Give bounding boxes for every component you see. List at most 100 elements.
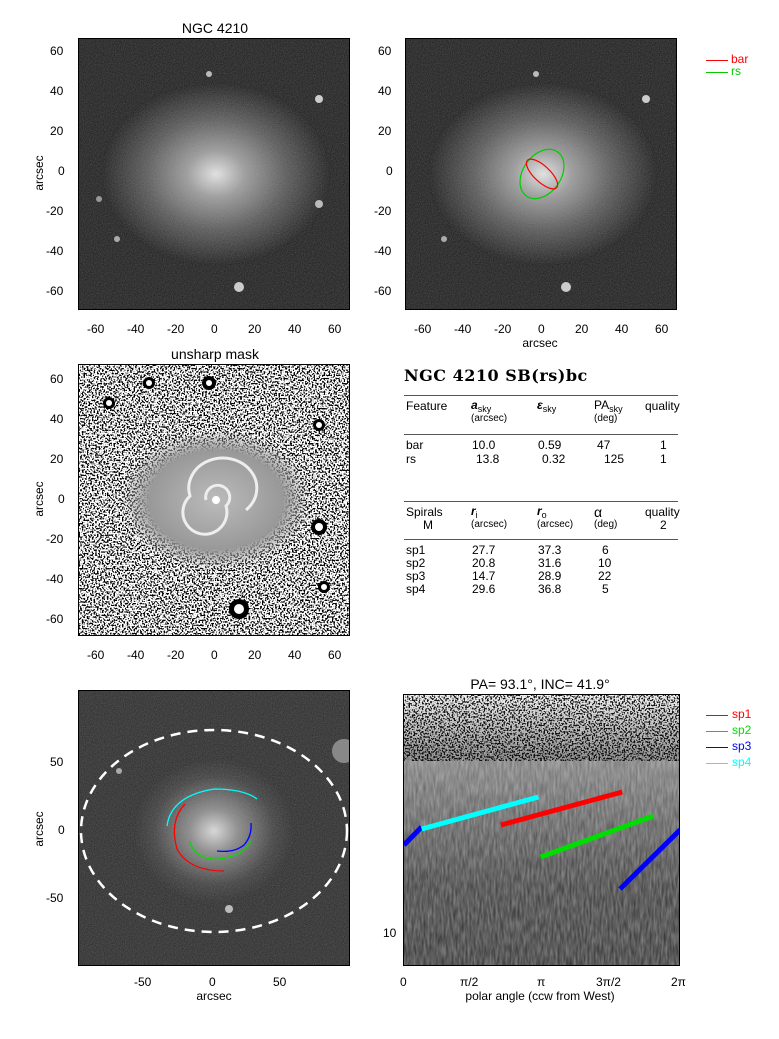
header-a-sky: asky: [471, 398, 491, 414]
legend-label-sp1: sp1: [732, 707, 752, 721]
spiral-alpha: 6: [602, 543, 609, 557]
header-alpha: α: [594, 504, 603, 520]
header-ri-sub: i: [475, 510, 478, 520]
y-axis-label: arcsec: [32, 155, 46, 191]
y-tick: 40: [378, 84, 392, 98]
legend-swatch-rs: [706, 72, 728, 73]
x-tick: 20: [248, 648, 262, 662]
header-quality-value: 2: [660, 518, 667, 532]
panel-title: PA= 93.1°, INC= 41.9°: [470, 676, 610, 692]
legend-swatch-sp2: [706, 731, 728, 732]
x-tick: -60: [87, 648, 105, 662]
y-tick: -40: [46, 244, 64, 258]
panel-title: NGC 4210: [181, 20, 249, 36]
y-tick: 0: [58, 823, 65, 837]
feature-a: 13.8: [476, 452, 500, 466]
x-tick: -50: [134, 975, 152, 989]
feature-e: 0.32: [542, 452, 566, 466]
x-tick: 40: [288, 648, 302, 662]
legend-swatch-bar: [706, 60, 728, 61]
outer-boundary-ellipse: [79, 728, 349, 934]
polar-projection-image: [403, 694, 680, 966]
header-quality: quality: [645, 505, 680, 519]
y-tick: -50: [46, 891, 64, 905]
divider: [404, 395, 678, 396]
header-a-symbol: a: [471, 398, 478, 412]
panel-title: unsharp mask: [171, 346, 259, 362]
spiral-name: sp4: [406, 582, 426, 596]
divider: [404, 501, 678, 502]
spiral-track-sp1: [500, 789, 623, 828]
unsharp-mask-image: [78, 364, 350, 636]
y-tick: 10: [383, 926, 397, 940]
legend-swatch-sp4: [706, 763, 728, 764]
header-a-sub: sky: [477, 404, 492, 414]
y-tick: 60: [378, 44, 392, 58]
x-tick: 0: [211, 648, 218, 662]
y-tick: 50: [50, 755, 64, 769]
spiral-alpha: 5: [602, 582, 609, 596]
header-quality: quality: [645, 399, 680, 413]
legend-label-sp4: sp4: [732, 755, 752, 769]
x-tick: 0: [538, 322, 545, 336]
y-tick: 60: [50, 372, 64, 386]
spiral-sp3-arc: [216, 822, 252, 853]
y-tick: 40: [50, 84, 64, 98]
x-tick: 50: [273, 975, 287, 989]
spiral-ro: 31.6: [538, 556, 562, 570]
header-ro: ro: [537, 504, 547, 520]
header-pa-symbol: PA: [594, 398, 610, 412]
spiral-track-sp3: [618, 827, 679, 891]
spiral-alpha: 22: [598, 569, 612, 583]
unsharp-graphic: [79, 365, 349, 635]
y-tick: 0: [58, 492, 65, 506]
x-tick: 20: [248, 322, 262, 336]
legend-label-sp3: sp3: [732, 739, 752, 753]
x-axis-label: arcsec: [196, 989, 232, 1003]
spiral-ri: 14.7: [472, 569, 496, 583]
header-spirals-m: M: [423, 518, 433, 532]
legend-label-bar: bar: [731, 52, 749, 66]
galaxy-image-deprojected: [78, 690, 350, 966]
y-tick: 40: [50, 412, 64, 426]
x-axis-label: arcsec: [522, 336, 558, 350]
spiral-ro: 28.9: [538, 569, 562, 583]
x-tick: 20: [575, 322, 589, 336]
x-tick: -60: [87, 322, 105, 336]
header-ro-sub: o: [541, 510, 547, 520]
header-pa-sub: sky: [609, 404, 623, 414]
x-tick: 60: [328, 322, 342, 336]
x-tick: 40: [615, 322, 629, 336]
y-tick: 20: [50, 452, 64, 466]
header-ri-symbol: r: [471, 504, 476, 518]
x-tick: π/2: [460, 975, 479, 989]
y-tick: -20: [46, 204, 64, 218]
divider: [404, 539, 678, 540]
y-tick: 0: [58, 164, 65, 178]
y-axis-label: arcsec: [32, 811, 46, 847]
spiral-tracks: [404, 789, 679, 891]
header-ri: ri: [471, 504, 478, 520]
ellipse-graphic: [406, 39, 676, 309]
x-tick: 60: [655, 322, 669, 336]
header-a-unit: (arcsec): [471, 413, 508, 424]
x-tick: -40: [127, 322, 145, 336]
spiral-sp1-arc: [173, 803, 225, 872]
y-tick: 20: [50, 124, 64, 138]
x-tick: -40: [127, 648, 145, 662]
galaxy-image-with-ellipses: [405, 38, 677, 310]
spiral-sp2-arc: [188, 840, 252, 860]
spiral-name: sp1: [406, 543, 426, 557]
x-tick: -60: [414, 322, 432, 336]
header-e-sub: sky: [542, 404, 557, 414]
y-tick: -40: [46, 572, 64, 586]
x-tick: 40: [288, 322, 302, 336]
header-ri-unit: (arcsec): [471, 519, 508, 530]
header-ro-symbol: r: [537, 504, 542, 518]
header-ro-unit: (arcsec): [537, 519, 574, 530]
header-alpha-unit: (deg): [594, 519, 618, 530]
bar-ellipse: [525, 158, 559, 190]
y-tick: 20: [378, 124, 392, 138]
x-tick: π: [537, 975, 546, 989]
legend-label-sp2: sp2: [732, 723, 752, 737]
